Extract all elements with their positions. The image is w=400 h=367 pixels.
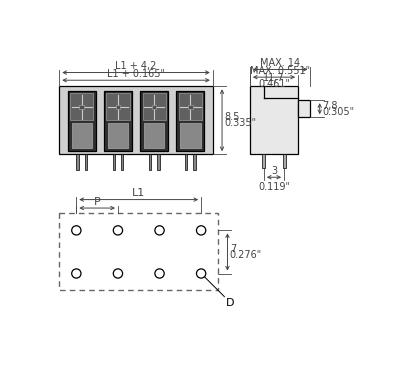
Bar xyxy=(298,100,310,117)
Bar xyxy=(68,91,96,151)
Text: 0.276": 0.276" xyxy=(230,250,262,260)
Bar xyxy=(185,154,188,170)
Bar xyxy=(116,105,120,109)
Bar xyxy=(108,123,128,148)
Text: MAX. 14: MAX. 14 xyxy=(260,58,300,68)
Bar xyxy=(144,123,164,148)
Bar xyxy=(157,154,160,170)
Text: 0.335": 0.335" xyxy=(224,118,256,128)
Circle shape xyxy=(72,269,81,278)
Bar xyxy=(112,154,115,170)
Text: 7,8: 7,8 xyxy=(322,101,338,110)
Bar xyxy=(180,123,200,148)
Text: 3: 3 xyxy=(271,166,277,176)
Bar xyxy=(72,123,92,148)
Circle shape xyxy=(155,226,164,235)
Bar xyxy=(282,154,286,168)
Bar xyxy=(262,154,266,168)
Text: D: D xyxy=(226,298,234,308)
Bar xyxy=(152,105,156,109)
Bar xyxy=(121,154,123,170)
Text: L1: L1 xyxy=(132,188,145,198)
Bar xyxy=(59,86,213,154)
Text: 0.119": 0.119" xyxy=(258,182,290,192)
Bar xyxy=(188,105,193,109)
Text: L1 + 4,2: L1 + 4,2 xyxy=(115,61,157,71)
Bar xyxy=(76,154,78,170)
Bar xyxy=(59,214,218,290)
Bar xyxy=(79,105,84,109)
Bar xyxy=(104,91,132,151)
Bar xyxy=(179,93,202,120)
Text: 0.461": 0.461" xyxy=(258,80,290,90)
Text: 8.5: 8.5 xyxy=(224,112,240,122)
Bar xyxy=(149,154,151,170)
Bar xyxy=(194,154,196,170)
Bar xyxy=(85,154,87,170)
Text: 7: 7 xyxy=(230,244,236,254)
Text: P: P xyxy=(94,196,100,207)
Text: L1 + 0.165": L1 + 0.165" xyxy=(107,69,165,79)
Text: 11,7: 11,7 xyxy=(263,73,285,83)
Circle shape xyxy=(72,226,81,235)
Bar xyxy=(250,86,298,154)
Circle shape xyxy=(113,226,122,235)
Text: MAX. 0.551": MAX. 0.551" xyxy=(250,66,310,76)
Circle shape xyxy=(196,226,206,235)
Circle shape xyxy=(196,269,206,278)
Circle shape xyxy=(113,269,122,278)
Bar xyxy=(142,93,166,120)
Bar xyxy=(176,91,204,151)
Bar xyxy=(140,91,168,151)
Circle shape xyxy=(155,269,164,278)
Bar xyxy=(70,93,93,120)
Bar xyxy=(106,93,130,120)
Text: 0.305": 0.305" xyxy=(322,107,354,117)
